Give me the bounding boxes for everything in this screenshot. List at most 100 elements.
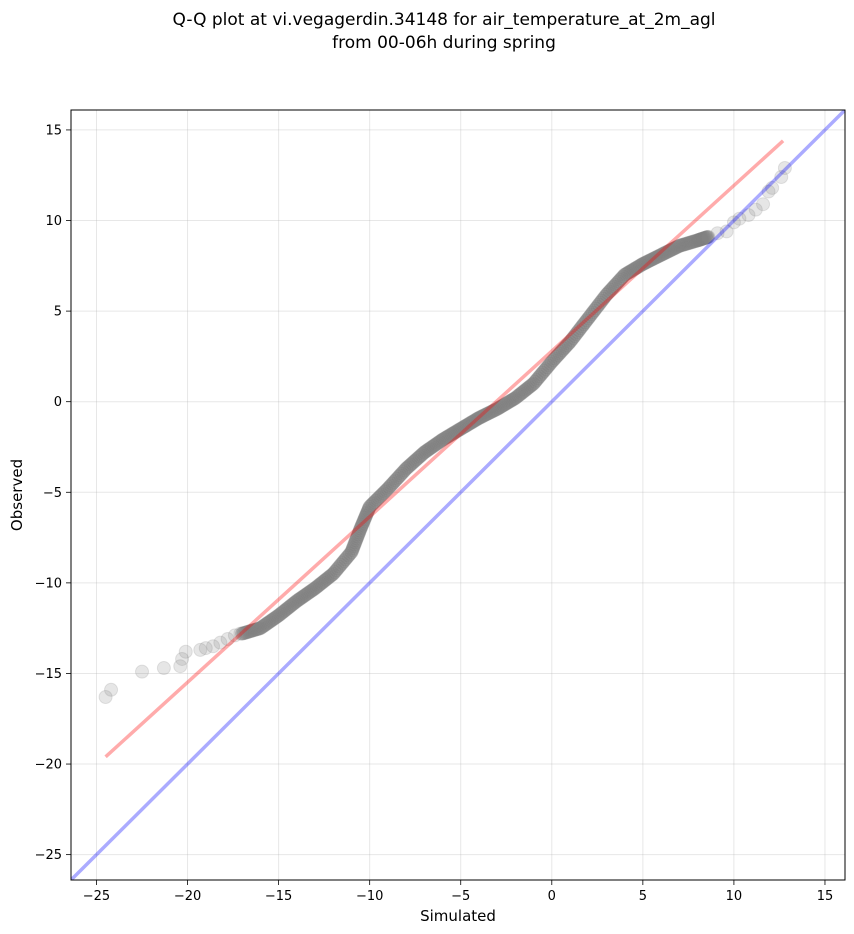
data-point <box>394 466 409 481</box>
data-point <box>563 334 578 349</box>
data-point <box>654 247 669 262</box>
data-point <box>628 261 643 276</box>
data-point <box>423 441 438 456</box>
data-point <box>573 321 588 336</box>
data-point <box>353 521 368 536</box>
data-point <box>625 263 640 278</box>
data-point <box>688 233 703 248</box>
data-point <box>669 240 684 255</box>
data-point <box>270 609 285 624</box>
data-point <box>444 427 459 442</box>
data-point <box>367 495 382 510</box>
data-point <box>485 404 500 419</box>
data-point <box>450 423 465 438</box>
data-point <box>361 501 376 516</box>
data-point <box>298 587 313 602</box>
data-point <box>505 392 520 407</box>
data-point <box>625 263 640 278</box>
data-point <box>546 353 561 368</box>
data-point <box>351 527 366 542</box>
data-point <box>426 439 441 454</box>
data-point <box>318 572 333 587</box>
data-point <box>603 282 618 297</box>
data-point <box>265 612 280 627</box>
data-point <box>487 403 502 418</box>
data-point <box>478 407 493 422</box>
x-tick-label: −20 <box>174 889 201 904</box>
data-point <box>563 334 578 349</box>
data-point <box>558 339 573 354</box>
data-point <box>587 303 602 318</box>
data-point <box>455 420 470 435</box>
x-tick-label: 0 <box>548 889 556 904</box>
data-point <box>283 598 298 613</box>
data-point <box>570 325 585 340</box>
data-point <box>406 454 421 469</box>
data-point <box>667 241 682 256</box>
data-point <box>710 226 725 241</box>
data-point <box>522 380 537 395</box>
data-point <box>502 394 517 409</box>
data-point <box>517 383 532 398</box>
data-point <box>289 593 304 608</box>
data-point <box>415 446 430 461</box>
data-point <box>667 241 682 256</box>
data-point <box>456 420 471 435</box>
data-point <box>690 233 705 248</box>
data-point <box>377 484 392 499</box>
data-point <box>672 238 687 253</box>
data-point <box>286 596 301 611</box>
data-point <box>637 256 652 271</box>
data-point <box>360 505 375 520</box>
data-point <box>591 297 606 312</box>
data-point <box>359 507 374 522</box>
data-point <box>508 391 523 406</box>
data-point <box>482 405 497 420</box>
data-point <box>315 575 330 590</box>
data-point <box>611 274 626 289</box>
data-point <box>462 416 477 431</box>
data-point <box>597 289 612 304</box>
data-point <box>236 626 251 641</box>
data-point <box>547 351 562 366</box>
data-point <box>450 423 465 438</box>
data-point <box>402 459 417 474</box>
data-point <box>244 623 259 638</box>
data-point <box>420 443 435 458</box>
data-point <box>250 622 265 637</box>
data-point <box>675 237 690 252</box>
data-point <box>651 249 666 264</box>
data-point <box>631 259 646 274</box>
data-point <box>635 257 650 271</box>
data-point <box>253 621 268 636</box>
data-point <box>347 537 362 552</box>
y-tick-label: −5 <box>43 486 62 501</box>
data-point <box>698 230 713 245</box>
data-point <box>474 409 489 424</box>
data-point <box>349 531 364 546</box>
data-point <box>289 593 304 608</box>
data-point <box>651 249 666 264</box>
data-point <box>385 476 400 491</box>
data-point <box>257 617 272 632</box>
data-point <box>317 574 332 589</box>
data-point <box>327 565 342 579</box>
data-point <box>538 362 553 377</box>
data-point <box>629 260 644 275</box>
data-point <box>474 409 489 424</box>
data-point <box>348 535 363 550</box>
data-point <box>236 626 251 641</box>
data-point <box>596 291 611 306</box>
data-point <box>315 575 330 590</box>
data-point <box>523 378 538 393</box>
data-point <box>329 563 344 578</box>
data-point <box>587 303 602 318</box>
data-point <box>509 389 524 404</box>
data-point <box>649 250 664 265</box>
data-point <box>525 377 540 392</box>
data-point <box>397 463 412 478</box>
data-point <box>634 257 649 272</box>
data-point <box>576 317 591 332</box>
data-point <box>380 481 395 496</box>
data-point <box>347 537 362 552</box>
